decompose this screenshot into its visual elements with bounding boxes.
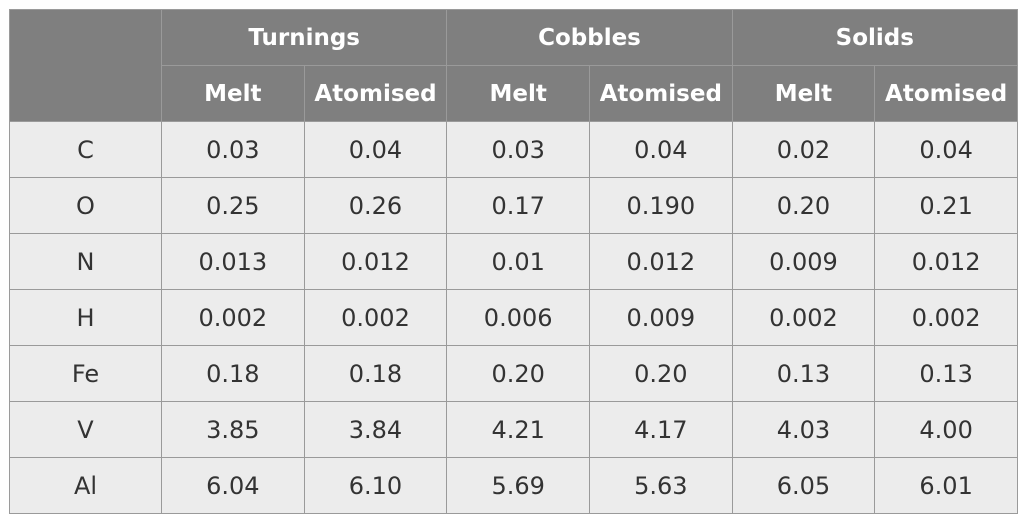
value-cell: 4.00 [874,401,1018,458]
value-cell: 0.04 [303,121,448,178]
value-cell: 6.04 [161,457,305,514]
sub-header-row: Melt Atomised Melt Atomised Melt Atomise… [10,65,1018,122]
value-cell: 0.04 [874,121,1018,178]
element-label-cell: Al [9,457,162,514]
group-header-solids: Solids [731,9,1018,66]
value-cell: 0.20 [446,345,590,402]
value-cell: 6.01 [874,457,1018,514]
value-cell: 0.013 [161,233,305,290]
value-cell: 0.03 [446,121,590,178]
value-cell: 3.85 [161,401,305,458]
value-cell: 6.10 [303,457,448,514]
value-cell: 0.012 [874,233,1018,290]
table-row: Fe 0.18 0.18 0.20 0.20 0.13 0.13 [9,345,1018,402]
composition-table: Turnings Cobbles Solids Melt Atomised Me… [9,9,1018,514]
table-row: N 0.013 0.012 0.01 0.012 0.009 0.012 [9,233,1018,290]
value-cell: 0.25 [161,177,305,234]
value-cell: 0.006 [446,289,590,346]
element-label-cell: O [9,177,162,234]
value-cell: 5.69 [446,457,590,514]
value-cell: 0.20 [588,345,733,402]
group-header-cobbles: Cobbles [446,9,733,66]
sub-header-melt: Melt [731,65,876,122]
table-row: Al 6.04 6.10 5.69 5.63 6.05 6.01 [9,457,1018,514]
value-cell: 0.012 [303,233,448,290]
value-cell: 0.18 [161,345,305,402]
table-body: C 0.03 0.04 0.03 0.04 0.02 0.04 O 0.25 0.26 0.17 0.… [9,121,1018,514]
value-cell: 0.21 [874,177,1018,234]
element-label-cell: C [9,121,162,178]
element-label-cell: H [9,289,162,346]
value-cell: 0.012 [588,233,733,290]
value-cell: 4.21 [446,401,590,458]
value-cell: 0.009 [588,289,733,346]
sub-header-melt: Melt [446,65,590,122]
sub-header-atomised: Atomised [303,65,448,122]
value-cell: 0.13 [731,345,876,402]
value-cell: 0.03 [161,121,305,178]
value-cell: 0.02 [731,121,876,178]
value-cell: 0.26 [303,177,448,234]
value-cell: 0.13 [874,345,1018,402]
sub-header-atomised: Atomised [874,65,1018,122]
value-cell: 0.002 [874,289,1018,346]
sub-header-atomised: Atomised [588,65,733,122]
table-row: H 0.002 0.002 0.006 0.009 0.002 0.002 [9,289,1018,346]
sub-header-melt: Melt [161,65,305,122]
value-cell: 0.01 [446,233,590,290]
value-cell: 0.17 [446,177,590,234]
value-cell: 0.002 [161,289,305,346]
table-row: C 0.03 0.04 0.03 0.04 0.02 0.04 [9,121,1018,178]
value-cell: 0.04 [588,121,733,178]
value-cell: 0.20 [731,177,876,234]
value-cell: 6.05 [731,457,876,514]
table-row: O 0.25 0.26 0.17 0.190 0.20 0.21 [9,177,1018,234]
element-label-cell: Fe [9,345,162,402]
value-cell: 0.009 [731,233,876,290]
value-cell: 0.18 [303,345,448,402]
element-label-cell: V [9,401,162,458]
value-cell: 0.002 [731,289,876,346]
value-cell: 0.002 [303,289,448,346]
value-cell: 0.190 [588,177,733,234]
value-cell: 3.84 [303,401,448,458]
value-cell: 5.63 [588,457,733,514]
element-label-cell: N [9,233,162,290]
table-row: V 3.85 3.84 4.21 4.17 4.03 4.00 [9,401,1018,458]
corner-header-cell [9,9,162,122]
value-cell: 4.17 [588,401,733,458]
table-header: Turnings Cobbles Solids Melt Atomised Me… [9,9,1018,122]
value-cell: 4.03 [731,401,876,458]
group-header-turnings: Turnings [160,9,448,66]
group-header-row: Turnings Cobbles Solids [9,9,1018,122]
